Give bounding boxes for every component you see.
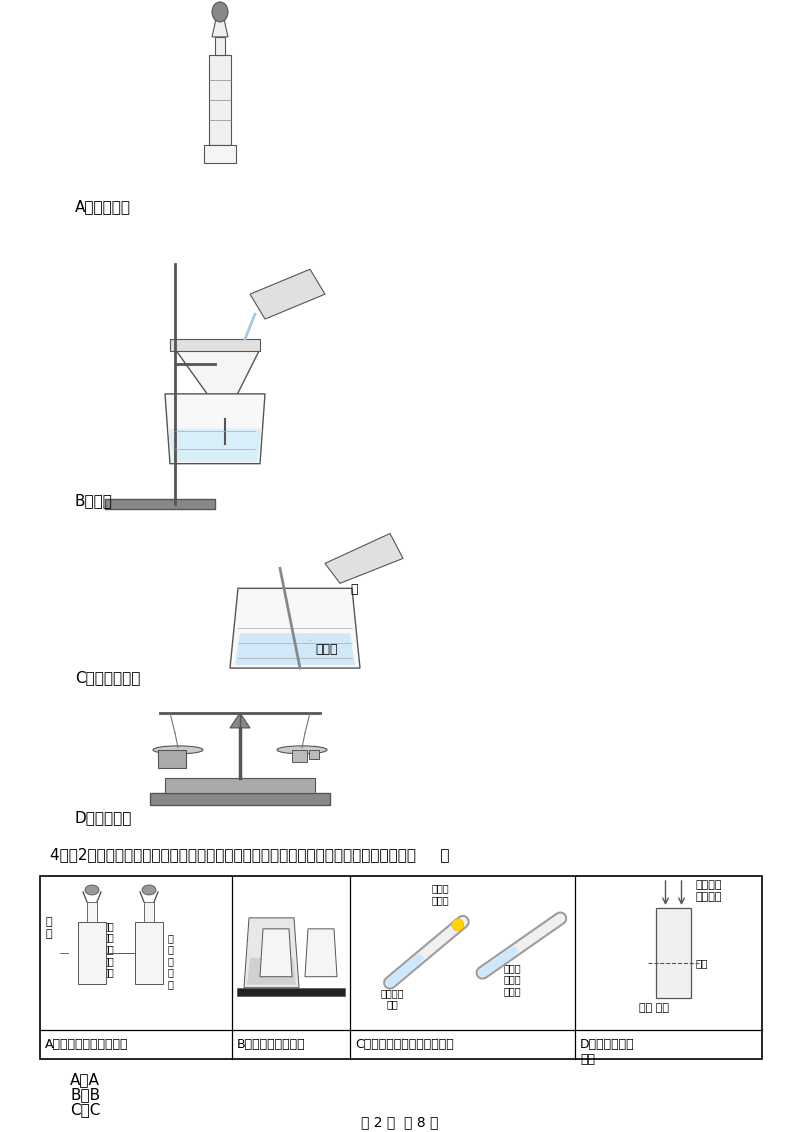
Polygon shape xyxy=(244,918,299,988)
Bar xyxy=(40,875,762,1058)
Text: A、比较二氧化碳的含量: A、比较二氧化碳的含量 xyxy=(45,1038,129,1050)
Polygon shape xyxy=(250,269,325,319)
Bar xyxy=(309,749,319,758)
Bar xyxy=(78,921,106,984)
Text: 第 2 页  共 8 页: 第 2 页 共 8 页 xyxy=(362,1115,438,1129)
Bar xyxy=(135,921,163,984)
Text: D．称量固体: D．称量固体 xyxy=(75,809,132,825)
Polygon shape xyxy=(165,394,265,464)
Text: 加入等量
的肥皂水: 加入等量 的肥皂水 xyxy=(696,881,722,902)
Bar xyxy=(158,749,186,767)
Text: 等量: 等量 xyxy=(696,958,709,968)
Text: 人
呼
出
的
体: 人 呼 出 的 体 xyxy=(168,933,174,989)
Text: D、区分硬水和
软水: D、区分硬水和 软水 xyxy=(580,1038,634,1066)
Text: A．A: A．A xyxy=(70,1072,100,1087)
Polygon shape xyxy=(247,958,296,985)
Polygon shape xyxy=(235,633,355,666)
Bar xyxy=(144,902,154,921)
Bar xyxy=(170,338,260,351)
Text: A．滴加液体: A．滴加液体 xyxy=(75,199,131,214)
Text: 硬水 软水: 硬水 软水 xyxy=(639,1003,669,1013)
Text: 浓硫酸: 浓硫酸 xyxy=(315,643,338,657)
Text: 水: 水 xyxy=(350,583,358,597)
Polygon shape xyxy=(175,349,260,419)
Text: B．过滤: B．过滤 xyxy=(75,494,113,508)
Text: 浓
氨
水: 浓 氨 水 xyxy=(251,932,257,964)
Ellipse shape xyxy=(277,746,327,754)
Bar xyxy=(204,145,236,163)
Text: C．C: C．C xyxy=(70,1101,100,1117)
Bar xyxy=(87,902,97,921)
Text: 二氧化
和过氧
氢溶液: 二氧化 和过氧 氢溶液 xyxy=(504,962,522,996)
Polygon shape xyxy=(230,713,250,728)
Bar xyxy=(656,908,691,997)
Ellipse shape xyxy=(153,746,203,754)
Text: 空
气: 空 气 xyxy=(45,917,52,938)
Bar xyxy=(105,498,215,508)
Bar xyxy=(150,792,330,805)
Bar xyxy=(292,749,307,762)
Polygon shape xyxy=(230,589,360,668)
Text: C．稀释浓硫酸: C．稀释浓硫酸 xyxy=(75,670,140,685)
Polygon shape xyxy=(305,929,337,977)
Circle shape xyxy=(452,919,464,931)
Polygon shape xyxy=(212,19,228,37)
Bar xyxy=(209,54,231,145)
Text: 相同
滴数
的澄
清石
灰水: 相同 滴数 的澄 清石 灰水 xyxy=(102,920,114,977)
Polygon shape xyxy=(325,533,403,583)
Ellipse shape xyxy=(212,2,228,22)
Bar xyxy=(165,778,315,792)
Polygon shape xyxy=(168,429,262,462)
Text: 酚酞
溶液: 酚酞 溶液 xyxy=(272,937,284,959)
Bar xyxy=(237,988,345,996)
Bar xyxy=(215,37,225,54)
Text: B、探究分子的运动: B、探究分子的运动 xyxy=(237,1038,306,1050)
Text: 4．（2分）对比是化学研究的重要方法．如图所示图示实验中，没有体现对比方法的是（     ）: 4．（2分）对比是化学研究的重要方法．如图所示图示实验中，没有体现对比方法的是（… xyxy=(50,848,450,863)
Polygon shape xyxy=(260,929,292,977)
Text: B．B: B．B xyxy=(70,1087,100,1101)
Text: 过氧化氢
溶液: 过氧化氢 溶液 xyxy=(380,988,404,1010)
Ellipse shape xyxy=(142,885,156,895)
Ellipse shape xyxy=(85,885,99,895)
Text: 带火星
的木条: 带火星 的木条 xyxy=(431,883,449,906)
Text: C、研究二氧化锰的催化作用: C、研究二氧化锰的催化作用 xyxy=(355,1038,454,1050)
